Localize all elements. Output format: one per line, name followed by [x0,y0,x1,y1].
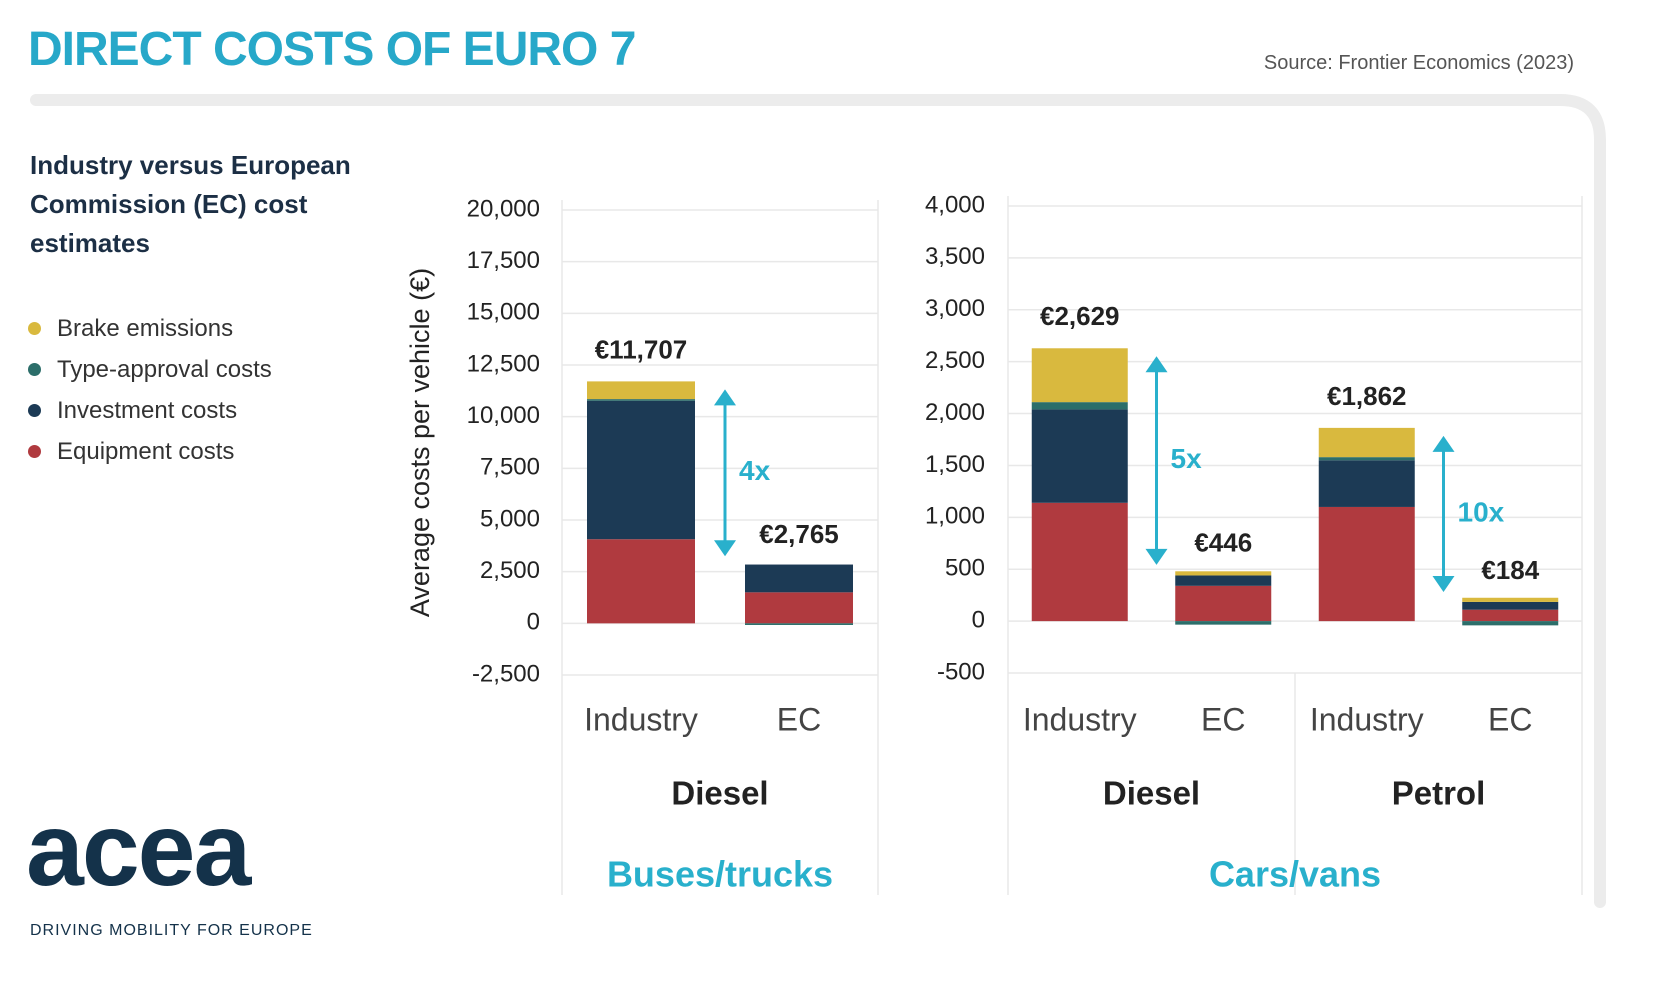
bar-segment [1318,460,1415,507]
bar-segment [587,539,695,624]
page-title: DIRECT COSTS OF EURO 7 [28,23,636,76]
bar-segment [1031,402,1128,410]
ratio-arrowhead [714,389,736,406]
bar-segment [1318,427,1415,458]
group-label: Diesel [671,775,768,812]
legend-label: Investment costs [57,396,238,424]
legend-marker [28,363,41,376]
y-tick-label: 2,500 [925,347,985,374]
source: Source: Frontier Economics (2023) [1263,52,1574,74]
logo-tagline: DRIVING MOBILITY FOR EUROPE [30,922,313,939]
bar-segment [1318,457,1415,461]
y-tick-label: 500 [945,555,985,582]
section-label: Buses/trucks [607,854,833,895]
ratio-label: 10x [1458,496,1505,527]
bar-segment [1462,621,1559,626]
total-label: €2,629 [1040,301,1120,331]
y-tick-label: -2,500 [472,660,540,687]
y-tick-label: 2,500 [480,557,540,584]
bar-segment [1462,609,1559,622]
y-tick-label: 3,500 [925,243,985,270]
y-tick-label: 10,000 [467,402,540,429]
y-tick-label: 1,000 [925,503,985,530]
total-label: €2,765 [759,519,839,549]
subtitle: Industry versus European Commission (EC)… [30,150,351,258]
ratio-arrowhead [1145,356,1168,373]
y-tick-label: 15,000 [467,299,540,326]
legend-label: Brake emissions [57,314,234,342]
ratio-label: 4x [739,455,771,486]
y-tick-label: 0 [527,609,540,636]
ratio-label: 5x [1171,443,1203,474]
group-label: Diesel [1103,775,1200,812]
x-tick-label: EC [777,701,821,737]
bar-segment [1318,506,1415,622]
y-tick-label: 17,500 [467,247,540,274]
y-tick-label: 7,500 [480,454,540,481]
x-tick-label: Industry [1310,701,1424,737]
y-axis-label: Average costs per vehicle (€) [405,268,435,617]
legend-label: Equipment costs [57,437,235,465]
logo: acea [26,792,251,908]
y-tick-label: 0 [972,606,985,633]
bar-segment [1031,348,1128,403]
legend-item: Investment costs [28,390,272,431]
x-tick-label: EC [1488,701,1532,737]
y-tick-label: -500 [937,658,985,685]
bar-segment [1175,575,1272,586]
legend-item: Brake emissions [28,308,272,349]
total-label: €1,862 [1327,381,1407,411]
legend-marker [28,404,41,417]
x-tick-label: Industry [584,701,698,737]
bar-segment [1175,571,1272,576]
legend-marker [28,322,41,335]
y-tick-label: 4,000 [925,191,985,218]
total-label: €11,707 [595,334,688,364]
bar-segment [1175,621,1272,625]
bar-segment [1031,409,1128,503]
bar-segment [587,381,695,400]
y-tick-label: 2,000 [925,399,985,426]
bar-segment [1462,597,1559,602]
y-tick-label: 20,000 [467,195,540,222]
legend-label: Type-approval costs [57,355,272,383]
y-tick-label: 5,000 [480,505,540,532]
bar-segment [1462,601,1559,610]
legend-item: Type-approval costs [28,349,272,390]
x-tick-label: EC [1201,701,1245,737]
total-label: €446 [1194,528,1252,558]
ratio-arrowhead [1432,576,1455,593]
section-label: Cars/vans [1209,854,1381,895]
bar-segment [745,592,853,624]
bar-segment [1175,585,1272,622]
frame-decoration [30,94,1606,908]
bar-segment [587,399,695,401]
legend-item: Equipment costs [28,431,272,472]
total-label: €184 [1481,555,1539,585]
group-label: Petrol [1392,775,1486,812]
x-tick-label: Industry [1023,701,1137,737]
ratio-arrowhead [1145,548,1168,565]
bar-segment [745,623,853,625]
bar-segment [745,564,853,593]
y-tick-label: 12,500 [467,350,540,377]
legend-marker [28,445,41,458]
bar-segment [1031,502,1128,622]
legend: Brake emissions Type-approval costs Invest… [28,308,272,472]
y-tick-label: 3,000 [925,295,985,322]
y-tick-label: 1,500 [925,451,985,478]
bar-segment [587,400,695,540]
ratio-arrowhead [714,540,736,557]
ratio-arrowhead [1432,435,1455,452]
